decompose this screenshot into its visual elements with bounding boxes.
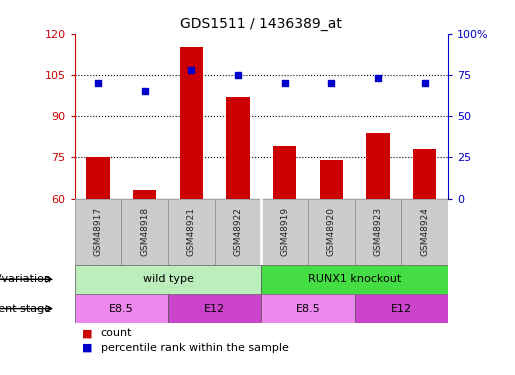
Point <box>281 80 289 86</box>
Text: RUNX1 knockout: RUNX1 knockout <box>308 274 401 284</box>
Text: genotype/variation: genotype/variation <box>0 274 52 284</box>
Bar <box>133 190 157 199</box>
Text: wild type: wild type <box>143 274 194 284</box>
Point <box>187 67 196 73</box>
Bar <box>261 265 448 294</box>
Text: E12: E12 <box>204 304 225 313</box>
Bar <box>87 158 110 199</box>
Bar <box>168 294 261 323</box>
Text: GSM48918: GSM48918 <box>140 207 149 256</box>
Bar <box>75 294 168 323</box>
Bar <box>122 199 168 265</box>
Bar <box>168 199 215 265</box>
Bar <box>180 48 203 199</box>
Bar <box>215 199 261 265</box>
Bar <box>261 199 308 265</box>
Bar <box>413 149 436 199</box>
Text: ■: ■ <box>82 343 93 353</box>
Bar <box>273 147 296 199</box>
Point <box>421 80 429 86</box>
Bar <box>227 97 250 199</box>
Bar <box>308 199 355 265</box>
Text: GSM48924: GSM48924 <box>420 207 429 256</box>
Point <box>234 72 242 78</box>
Bar <box>320 160 343 199</box>
Text: E8.5: E8.5 <box>296 304 320 313</box>
Text: GSM48919: GSM48919 <box>280 207 289 256</box>
Text: E12: E12 <box>391 304 412 313</box>
Text: GSM48923: GSM48923 <box>373 207 383 256</box>
Point <box>374 75 382 81</box>
Text: ■: ■ <box>82 328 93 338</box>
Text: GSM48922: GSM48922 <box>233 207 243 256</box>
Bar <box>401 199 448 265</box>
Point <box>94 80 102 86</box>
Bar <box>261 294 355 323</box>
Bar <box>366 133 390 199</box>
Point <box>141 88 149 94</box>
Bar <box>355 294 448 323</box>
Text: GSM48917: GSM48917 <box>94 207 102 256</box>
Text: development stage: development stage <box>0 304 52 313</box>
Bar <box>355 199 401 265</box>
Text: count: count <box>101 328 132 338</box>
Text: GSM48920: GSM48920 <box>327 207 336 256</box>
Bar <box>75 265 261 294</box>
Bar <box>75 199 122 265</box>
Point <box>327 80 335 86</box>
Text: E8.5: E8.5 <box>109 304 134 313</box>
Title: GDS1511 / 1436389_at: GDS1511 / 1436389_at <box>180 17 342 32</box>
Text: GSM48921: GSM48921 <box>187 207 196 256</box>
Text: percentile rank within the sample: percentile rank within the sample <box>101 343 289 353</box>
